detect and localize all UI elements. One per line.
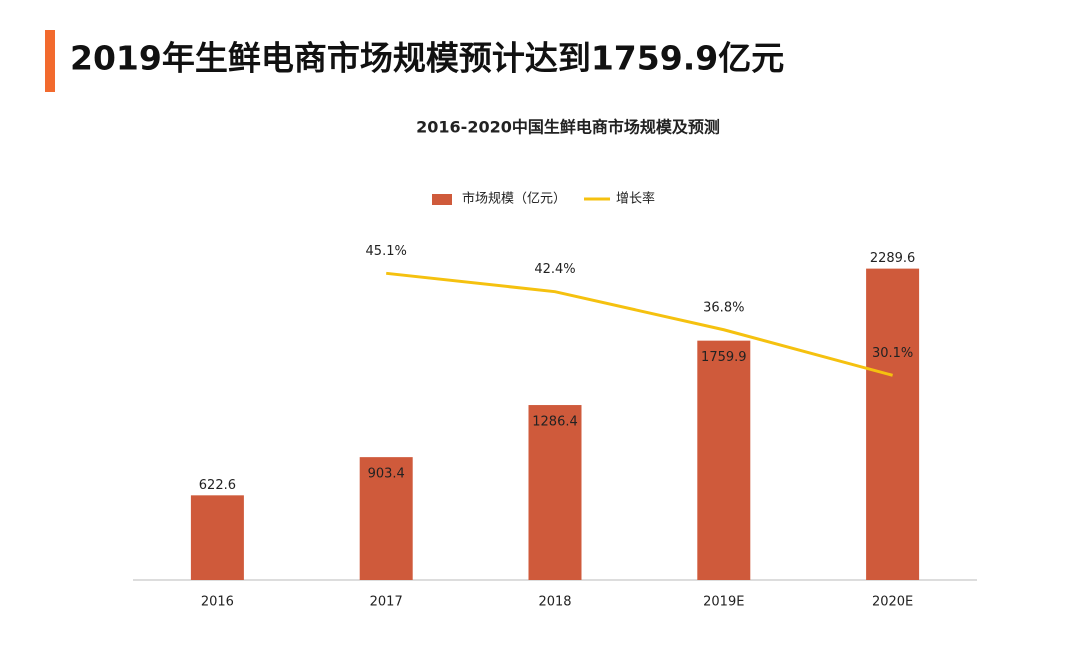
line-value-label: 42.4% [534, 262, 575, 277]
page-title: 2019年生鲜电商市场规模预计达到1759.9亿元 [70, 39, 784, 78]
growth-line [386, 271, 893, 377]
line-value-label: 30.1% [872, 346, 913, 361]
title-accent [45, 30, 55, 92]
bar-value-label: 1286.4 [532, 415, 578, 430]
line-value-label: 45.1% [366, 244, 407, 259]
bar [359, 457, 413, 580]
bar [697, 340, 751, 580]
bar [866, 268, 920, 580]
x-tick-label: 2017 [370, 595, 403, 610]
x-tick-label: 2020E [872, 595, 913, 610]
bar-value-label: 1759.9 [701, 350, 747, 365]
legend-swatch [432, 194, 452, 205]
bar-value-label: 2289.6 [870, 251, 916, 266]
x-tick-label: 2016 [201, 595, 234, 610]
x-tick-label: 2019E [703, 595, 744, 610]
bar-value-label: 622.6 [199, 478, 236, 493]
bar [528, 405, 582, 580]
bar [190, 495, 244, 580]
x-tick-label: 2018 [538, 595, 571, 610]
legend-label: 增长率 [616, 191, 655, 207]
chart-title: 2016-2020中国生鲜电商市场规模及预测 [416, 118, 720, 137]
line-value-label: 36.8% [703, 300, 744, 315]
bar-value-label: 903.4 [368, 467, 405, 482]
legend-label: 市场规模（亿元） [462, 191, 566, 207]
